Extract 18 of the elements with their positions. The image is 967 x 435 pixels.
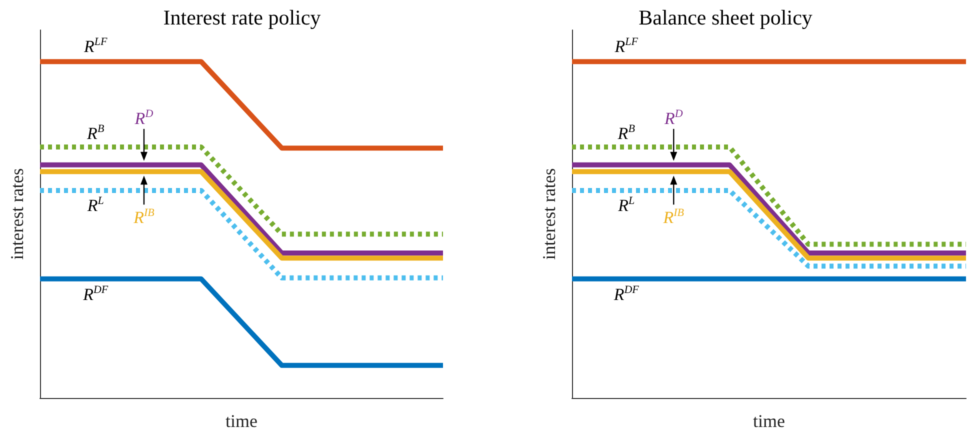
text: R$^{D}$ xyxy=(134,108,154,128)
chart-title: Interest rate policy xyxy=(163,6,322,30)
series-label: R$^{LF}$ xyxy=(84,36,108,56)
y-axis-title: interest rates xyxy=(539,168,559,260)
series-label: R$^{L}$ xyxy=(618,196,635,216)
x-axis-title: time xyxy=(753,411,786,431)
text: R$^{IB}$ xyxy=(663,206,684,226)
text: R$^{D}$ xyxy=(664,108,683,128)
text: R$^{IB}$ xyxy=(134,206,154,226)
series-label: R$^{B}$ xyxy=(87,123,104,143)
x-axis-title: time xyxy=(226,411,258,431)
series-label: R$^{B}$ xyxy=(618,123,635,143)
series-label: R$^{L}$ xyxy=(87,196,104,216)
chart-title: Balance sheet policy xyxy=(638,6,813,30)
series-label: R$^{LF}$ xyxy=(614,36,638,56)
y-axis-title: interest rates xyxy=(7,168,27,260)
series-label: R$^{DF}$ xyxy=(614,284,639,304)
series-label: R$^{DF}$ xyxy=(83,284,108,304)
